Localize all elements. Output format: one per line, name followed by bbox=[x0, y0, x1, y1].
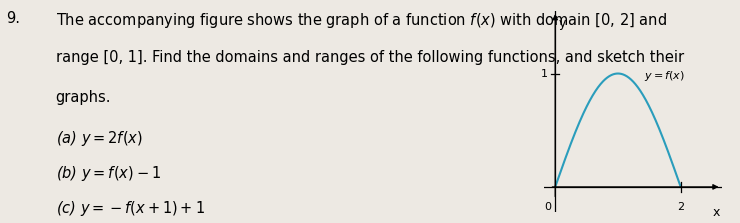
Text: (b) $y = f(x)-1$: (b) $y = f(x)-1$ bbox=[56, 164, 161, 183]
Text: 9.: 9. bbox=[6, 11, 20, 26]
Text: x: x bbox=[713, 206, 720, 219]
Text: The accompanying figure shows the graph of a function $f(x)$ with domain [0, 2] : The accompanying figure shows the graph … bbox=[56, 11, 667, 30]
Text: (a) $y = 2f(x)$: (a) $y = 2f(x)$ bbox=[56, 129, 142, 148]
Text: graphs.: graphs. bbox=[56, 89, 111, 105]
Text: 1: 1 bbox=[541, 68, 548, 78]
Text: 2: 2 bbox=[677, 202, 684, 212]
Text: range [0, 1]. Find the domains and ranges of the following functions, and sketch: range [0, 1]. Find the domains and range… bbox=[56, 50, 684, 65]
Text: (c) $y = -f(x+1)+1$: (c) $y = -f(x+1)+1$ bbox=[56, 199, 204, 218]
Text: $y = f(x)$: $y = f(x)$ bbox=[645, 69, 685, 83]
Text: 0: 0 bbox=[544, 202, 551, 212]
Text: y: y bbox=[559, 17, 565, 30]
